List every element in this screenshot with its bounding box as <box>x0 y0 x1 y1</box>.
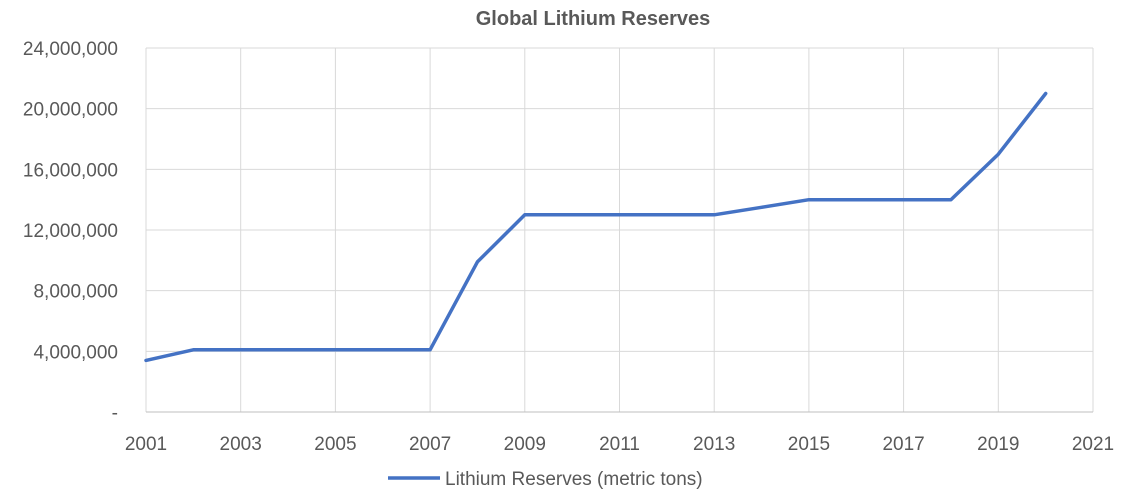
x-tick-label: 2009 <box>504 434 546 455</box>
y-tick-label: 8,000,000 <box>33 282 118 303</box>
x-tick-label: 2011 <box>599 434 640 455</box>
x-tick-label: 2007 <box>409 434 451 455</box>
y-tick-label: 12,000,000 <box>23 221 118 242</box>
x-tick-label: 2019 <box>977 434 1019 455</box>
x-tick-label: 2013 <box>693 434 735 455</box>
x-tick-label: 2003 <box>220 434 262 455</box>
x-tick-label: 2001 <box>125 434 167 455</box>
series-line <box>144 91 1048 363</box>
x-tick-label: 2017 <box>882 434 924 455</box>
y-tick-label: 20,000,000 <box>23 100 118 121</box>
x-tick-label: 2015 <box>788 434 830 455</box>
y-tick-label: 16,000,000 <box>23 160 118 181</box>
chart-title: Global Lithium Reserves <box>475 8 711 30</box>
y-tick-label: 4,000,000 <box>33 342 118 363</box>
legend-label: Lithium Reserves (metric tons) <box>445 469 703 490</box>
x-tick-label: 2021 <box>1072 434 1114 455</box>
x-tick-label: 2005 <box>314 434 356 455</box>
y-tick-label: - <box>112 403 118 424</box>
y-tick-label: 24,000,000 <box>23 39 118 60</box>
